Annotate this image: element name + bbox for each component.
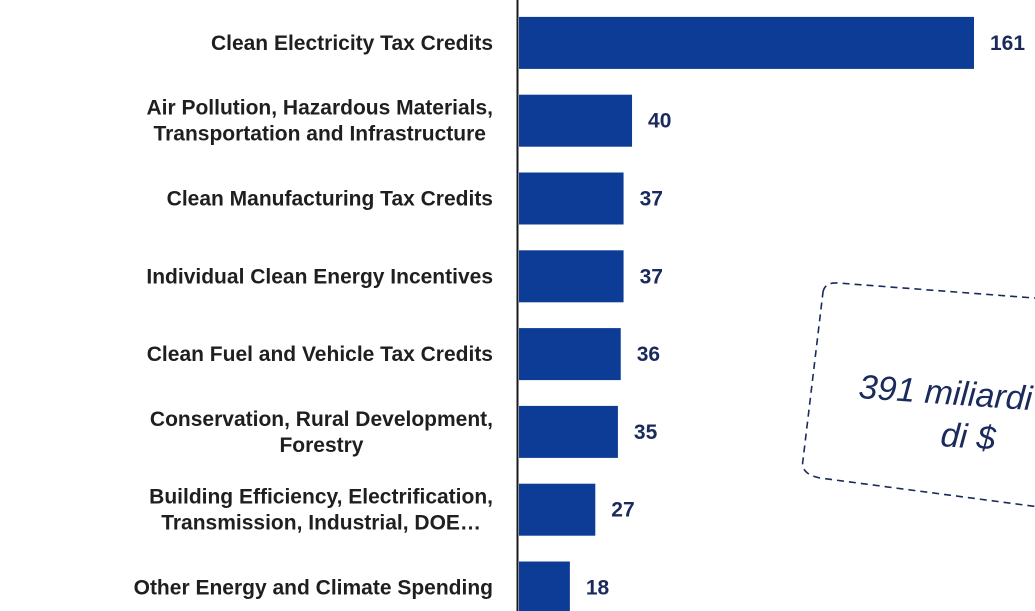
data-label: 37 — [640, 188, 663, 211]
tick-label: Other Energy and Climate Spending — [134, 577, 493, 600]
bar — [519, 16, 974, 69]
tick-label: Clean Fuel and Vehicle Tax Credits — [147, 343, 493, 366]
tick-label: Building Efficiency, Electrification, Tra… — [149, 486, 493, 535]
bar — [519, 561, 570, 611]
data-label: 35 — [634, 421, 658, 444]
tick-label-line: Building Efficiency, Electrification, — [149, 486, 493, 509]
tick-label-line: Individual Clean Energy Incentives — [146, 265, 493, 288]
bar — [519, 405, 618, 458]
bar — [519, 172, 624, 225]
tick-label-line: Transmission, Industrial, DOE… — [161, 512, 481, 535]
data-label: 36 — [637, 343, 660, 366]
bar — [519, 94, 633, 147]
tick-label-line: Forestry — [279, 434, 363, 457]
bar — [519, 483, 596, 536]
tick-label: Conservation, Rural Development, Forestry — [150, 408, 493, 457]
tick-label-line: Conservation, Rural Development, — [150, 408, 493, 431]
tick-label: Clean Manufacturing Tax Credits — [167, 188, 493, 211]
tick-label: Clean Electricity Tax Credits — [211, 32, 493, 55]
tick-label-line: Clean Fuel and Vehicle Tax Credits — [147, 343, 493, 366]
tick-label-line: Clean Electricity Tax Credits — [211, 32, 493, 55]
tick-label-line: Transportation and Infrastructure — [153, 123, 486, 146]
data-label: 40 — [648, 110, 671, 133]
data-label: 161 — [990, 32, 1025, 55]
callout-text-line-1: 391 miliardi — [857, 368, 1035, 418]
tick-label: Individual Clean Energy Incentives — [146, 265, 493, 288]
callout-text-line-2: di $ — [939, 416, 997, 458]
bars-layer — [519, 16, 974, 611]
bar — [519, 250, 624, 303]
callout-box — [801, 282, 1035, 508]
tick-label-line: Other Energy and Climate Spending — [134, 577, 493, 600]
data-label: 27 — [611, 499, 634, 522]
bar — [519, 328, 621, 381]
tick-label-line: Air Pollution, Hazardous Materials, — [146, 97, 493, 120]
labels-layer: 161 Clean Electricity Tax Credits 40 Air Po… — [134, 32, 1026, 600]
tick-label: Air Pollution, Hazardous Materials, Trans… — [146, 97, 493, 146]
tick-label-line: Clean Manufacturing Tax Credits — [167, 188, 493, 211]
data-label: 18 — [586, 577, 610, 600]
data-label: 37 — [640, 265, 663, 288]
